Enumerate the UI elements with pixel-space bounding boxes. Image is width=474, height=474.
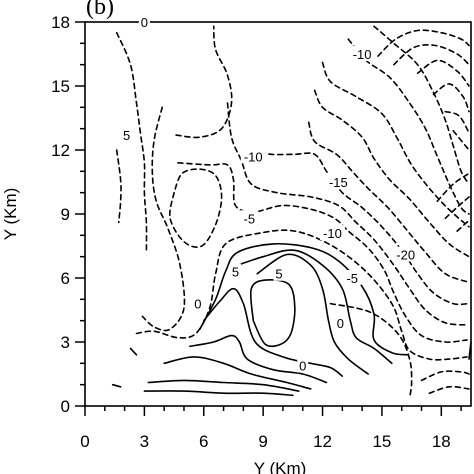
contour-label: -10 — [353, 47, 372, 62]
contour-line-positive — [230, 249, 393, 365]
contour-label-background — [393, 246, 419, 262]
contour-label-background — [240, 148, 266, 164]
contour-label: -10 — [244, 149, 263, 164]
contour-label-background — [343, 270, 362, 285]
contour-line-positive — [147, 379, 300, 392]
contour-line-negative — [373, 25, 470, 185]
panel-label: (b) — [86, 0, 114, 20]
contour-line-negative — [428, 385, 470, 394]
contour-line-positive — [129, 347, 138, 356]
contour-line-negative — [115, 149, 122, 224]
contour-label: 0 — [194, 297, 201, 312]
contour-line-negative — [307, 121, 470, 284]
contour-label: -15 — [329, 175, 348, 190]
contour-label-layer: 0 5 -10 -10 -15 -5 -10 -20 -5 5 5 0 0 0 — [121, 14, 419, 373]
contour-line-negative — [416, 59, 470, 87]
contour-label-background — [138, 14, 150, 29]
contour-line-negative — [432, 83, 470, 113]
y-tick-label: 18 — [51, 13, 70, 32]
contour-line-positive — [143, 390, 294, 397]
contour-line-negative — [313, 89, 470, 258]
contour-line-negative — [115, 31, 148, 254]
plot-frame — [84, 21, 472, 407]
contour-line-negative — [168, 168, 223, 248]
contour-line-negative — [141, 106, 186, 332]
y-axis-title: Y (Km) — [1, 188, 20, 241]
x-tick-label: 12 — [313, 432, 332, 451]
contour-line-negative — [226, 102, 468, 326]
contour-line-negative — [377, 29, 470, 57]
contour-layer — [111, 25, 472, 399]
contour-label: -10 — [323, 226, 342, 241]
y-tick-label: 6 — [61, 269, 70, 288]
y-axis: 0 3 6 9 12 15 18 — [51, 13, 85, 416]
contour-label: 5 — [232, 265, 239, 280]
contour-label-background — [325, 174, 351, 189]
contour-line-negative — [175, 25, 233, 139]
y-tick-label: 9 — [61, 205, 70, 224]
contour-line-positive — [249, 279, 296, 348]
contour-label: 5 — [123, 128, 130, 143]
contour-line-positive — [189, 334, 328, 384]
contour-label-background — [192, 295, 204, 311]
contour-line-negative — [329, 302, 413, 399]
contour-line-negative — [420, 370, 470, 382]
contour-line-negative — [452, 130, 470, 151]
contour-line-positive — [203, 287, 344, 377]
contour-line-negative — [456, 219, 470, 232]
x-tick-label: 0 — [80, 432, 89, 451]
x-tick-label: 18 — [432, 432, 451, 451]
contour-line-negative — [444, 196, 470, 220]
contour-label: -5 — [244, 211, 256, 226]
contour-label: 0 — [299, 358, 306, 373]
x-axis: 0 3 6 9 12 15 18 — [80, 406, 462, 451]
contour-label-background — [319, 225, 345, 241]
contour-line-negative — [250, 149, 470, 306]
y-tick-label: 15 — [51, 77, 70, 96]
contour-line-positive — [163, 356, 312, 390]
y-tick-label: 0 — [61, 397, 70, 416]
contour-label-background — [240, 210, 259, 226]
contour-label-background — [121, 127, 133, 143]
y-tick-label: 3 — [61, 333, 70, 352]
contour-label-background — [349, 46, 375, 61]
contour-label-background — [334, 314, 346, 330]
contour-line-negative — [321, 61, 470, 228]
contour-line-positive — [256, 253, 369, 375]
x-tick-label: 15 — [372, 432, 391, 451]
contour-label-background — [229, 263, 241, 279]
contour-line-negative — [347, 38, 470, 215]
contour-line-negative — [444, 110, 470, 134]
contour-line-positive — [468, 341, 472, 360]
contour-label-background — [297, 357, 309, 373]
contour-line-positive — [111, 383, 122, 388]
contour-label: 0 — [337, 316, 344, 331]
contour-label: 5 — [275, 267, 282, 282]
contour-label: -5 — [346, 271, 358, 286]
contour-line-negative — [393, 44, 470, 66]
x-tick-label: 3 — [140, 432, 149, 451]
contour-line-negative — [135, 229, 468, 361]
contour-label-background — [273, 265, 285, 281]
contour-line-positive — [199, 242, 409, 356]
contour-label: 0 — [141, 15, 148, 30]
x-tick-label: 9 — [258, 432, 267, 451]
contour-line-negative — [436, 172, 470, 202]
contour-line-negative — [177, 162, 468, 343]
contour-label: -20 — [396, 248, 415, 263]
x-axis-title: Y (Km) — [254, 459, 307, 474]
y-tick-label: 12 — [51, 141, 70, 160]
x-tick-label: 6 — [199, 432, 208, 451]
